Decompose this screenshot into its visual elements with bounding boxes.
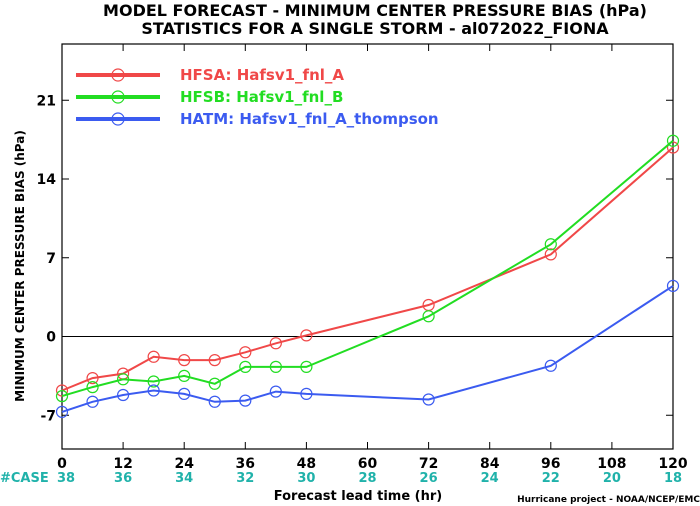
chart-subtitle: STATISTICS FOR A SINGLE STORM - al072022… <box>141 19 609 38</box>
chart-marks <box>55 134 680 418</box>
data-point <box>116 373 130 386</box>
data-point <box>269 385 282 398</box>
data-point <box>300 360 313 373</box>
chart-title: MODEL FORECAST - MINIMUM CENTER PRESSURE… <box>103 1 647 20</box>
data-point <box>208 377 221 390</box>
data-point <box>422 393 435 406</box>
legend-label: HFSB: Hafsv1_fnl_B <box>180 88 343 106</box>
x-axis-label: Forecast lead time (hr) <box>274 489 442 504</box>
case-count: 38 <box>57 471 75 486</box>
series-line <box>61 146 674 392</box>
data-point <box>269 337 282 350</box>
series-line <box>61 285 674 413</box>
x-tick-label: 120 <box>658 456 687 472</box>
case-count: 24 <box>481 471 499 486</box>
data-point <box>422 310 435 323</box>
data-point <box>86 381 99 394</box>
case-label: #CASE <box>0 471 49 486</box>
x-tick-label: 48 <box>297 456 316 472</box>
data-point <box>269 360 282 373</box>
case-count: 26 <box>420 471 438 486</box>
case-count: 20 <box>603 471 621 486</box>
data-point <box>86 395 99 408</box>
case-count: 34 <box>175 471 193 486</box>
data-point <box>239 394 252 407</box>
plot-frame <box>61 43 674 450</box>
x-tick-label: 24 <box>174 456 194 472</box>
plot-area: -707142103812362434363248306028722684249… <box>37 43 688 486</box>
case-count: 28 <box>358 471 376 486</box>
y-tick-label: -7 <box>40 408 56 424</box>
legend-label: HFSA: Hafsv1_fnl_A <box>180 66 344 84</box>
legend: HFSA: Hafsv1_fnl_A HFSB: Hafsv1_fnl_B HATM… <box>76 66 439 128</box>
data-point <box>666 279 680 292</box>
data-point <box>86 372 99 385</box>
data-point <box>544 238 557 251</box>
case-count: 32 <box>236 471 254 486</box>
case-count: 36 <box>114 471 132 486</box>
data-point <box>147 375 160 388</box>
x-tick-label: 72 <box>419 456 438 472</box>
data-point <box>544 359 557 372</box>
y-axis-label: MINIMUM CENTER PRESSURE BIAS (hPa) <box>13 130 27 402</box>
y-tick-label: 7 <box>46 251 56 267</box>
data-point <box>208 354 221 367</box>
data-point <box>239 360 252 373</box>
legend-marker <box>111 90 125 104</box>
data-point <box>239 346 252 359</box>
x-tick-label: 108 <box>597 456 626 472</box>
legend-marker <box>111 68 125 82</box>
data-point <box>178 354 191 367</box>
data-point <box>147 384 160 397</box>
x-tick-label: 36 <box>236 456 255 472</box>
x-tick-label: 84 <box>480 456 500 472</box>
y-tick-label: 14 <box>37 172 57 188</box>
data-point <box>55 405 69 418</box>
x-tick-label: 96 <box>541 456 560 472</box>
x-tick-label: 12 <box>113 456 132 472</box>
data-point <box>208 395 221 408</box>
data-point <box>55 390 69 403</box>
y-tick-label: 21 <box>37 93 56 109</box>
data-point <box>178 369 191 382</box>
data-point <box>666 134 680 147</box>
case-count: 22 <box>542 471 560 486</box>
data-point <box>116 388 130 402</box>
legend-marker <box>111 112 125 126</box>
x-tick-label: 0 <box>57 456 67 472</box>
data-point <box>178 387 191 400</box>
x-tick-label: 60 <box>358 456 378 472</box>
case-count: 18 <box>664 471 682 486</box>
data-point <box>147 350 160 363</box>
data-point <box>300 387 313 400</box>
data-point <box>544 248 557 261</box>
case-count: 30 <box>297 471 315 486</box>
legend-label: HATM: Hafsv1_fnl_A_thompson <box>180 110 439 128</box>
y-tick-label: 0 <box>46 330 56 346</box>
data-point <box>300 329 313 342</box>
credit-text: Hurricane project - NOAA/NCEP/EMC <box>517 495 700 505</box>
